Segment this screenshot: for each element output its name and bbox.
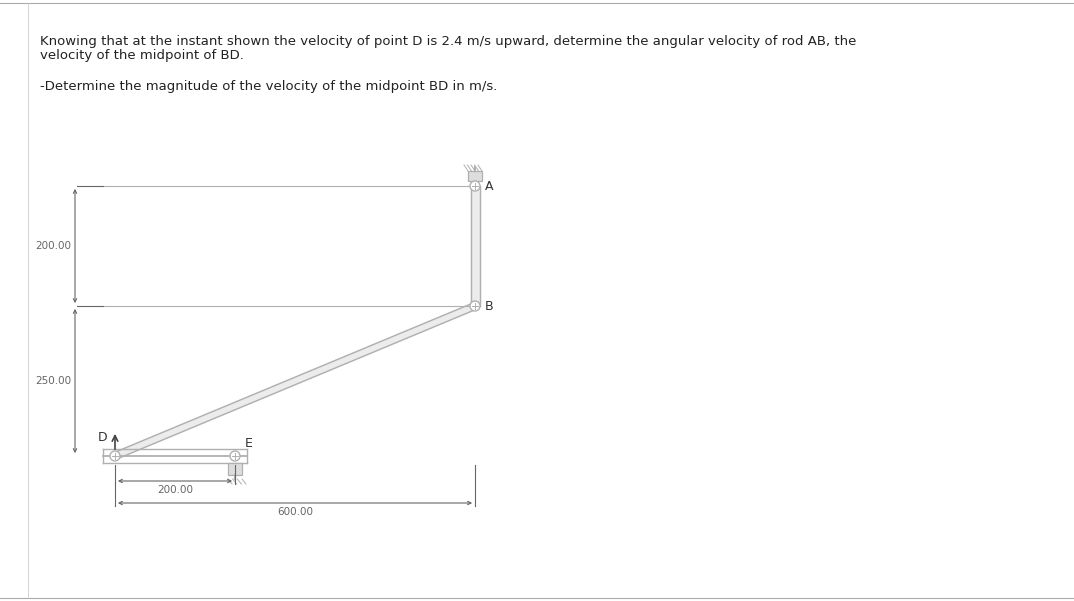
- Text: E: E: [245, 437, 252, 450]
- Circle shape: [470, 181, 480, 191]
- Text: A: A: [485, 180, 493, 192]
- Circle shape: [110, 451, 120, 461]
- Text: D: D: [98, 431, 107, 444]
- Polygon shape: [470, 186, 479, 306]
- Text: Knowing that at the instant shown the velocity of point D is 2.4 m/s upward, det: Knowing that at the instant shown the ve…: [40, 35, 856, 48]
- Text: 200.00: 200.00: [157, 485, 193, 495]
- Circle shape: [470, 301, 480, 311]
- Bar: [228, 463, 242, 475]
- Text: 250.00: 250.00: [34, 376, 71, 386]
- Text: 600.00: 600.00: [277, 507, 313, 517]
- Polygon shape: [114, 303, 477, 459]
- Text: B: B: [485, 299, 494, 313]
- Bar: [468, 171, 482, 181]
- Text: velocity of the midpoint of BD.: velocity of the midpoint of BD.: [40, 49, 244, 62]
- Text: -Determine the magnitude of the velocity of the midpoint BD in m/s.: -Determine the magnitude of the velocity…: [40, 80, 497, 93]
- Circle shape: [230, 451, 240, 461]
- Text: 200.00: 200.00: [35, 241, 71, 251]
